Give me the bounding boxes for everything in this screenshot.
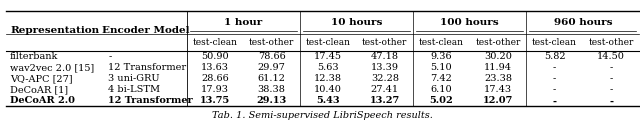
Text: test-clean: test-clean — [306, 38, 351, 47]
Text: -: - — [609, 74, 612, 83]
Text: 11.94: 11.94 — [484, 63, 512, 72]
Text: test-clean: test-clean — [193, 38, 237, 47]
Text: test-clean: test-clean — [532, 38, 577, 47]
Text: 28.66: 28.66 — [201, 74, 229, 83]
Text: 12.38: 12.38 — [314, 74, 342, 83]
Text: 10 hours: 10 hours — [331, 18, 382, 27]
Text: Tab. 1. Semi-supervised LibriSpeech results.: Tab. 1. Semi-supervised LibriSpeech resu… — [212, 111, 433, 120]
Text: 30.20: 30.20 — [484, 52, 512, 61]
Text: 29.13: 29.13 — [257, 96, 287, 105]
Text: DeCoAR 2.0: DeCoAR 2.0 — [10, 96, 75, 105]
Text: test-other: test-other — [249, 38, 294, 47]
Text: 38.38: 38.38 — [258, 85, 285, 94]
Text: 5.82: 5.82 — [544, 52, 565, 61]
Text: Encoder Model: Encoder Model — [102, 26, 189, 35]
Text: wav2vec 2.0 [15]: wav2vec 2.0 [15] — [10, 63, 94, 72]
Text: test-other: test-other — [476, 38, 521, 47]
Text: 17.45: 17.45 — [314, 52, 342, 61]
Text: 12 Transformer: 12 Transformer — [108, 96, 193, 105]
Text: -: - — [553, 74, 556, 83]
Text: DeCoAR [1]: DeCoAR [1] — [10, 85, 68, 94]
Text: -: - — [609, 63, 612, 72]
Text: 23.38: 23.38 — [484, 74, 512, 83]
Text: 13.75: 13.75 — [200, 96, 230, 105]
Text: -: - — [609, 96, 613, 105]
Text: 1 hour: 1 hour — [224, 18, 262, 27]
Text: VQ-APC [27]: VQ-APC [27] — [10, 74, 72, 83]
Text: 27.41: 27.41 — [371, 85, 399, 94]
Text: 14.50: 14.50 — [597, 52, 625, 61]
Text: 32.28: 32.28 — [371, 74, 399, 83]
Text: 12 Transformer: 12 Transformer — [108, 63, 186, 72]
Text: 5.43: 5.43 — [316, 96, 340, 105]
Text: 3 uni-GRU: 3 uni-GRU — [108, 74, 160, 83]
Text: 100 hours: 100 hours — [440, 18, 499, 27]
Text: 5.10: 5.10 — [431, 63, 452, 72]
Text: 7.42: 7.42 — [431, 74, 452, 83]
Text: -: - — [553, 63, 556, 72]
Text: 6.10: 6.10 — [431, 85, 452, 94]
Text: 50.90: 50.90 — [201, 52, 228, 61]
Text: -: - — [108, 52, 111, 61]
Text: -: - — [609, 85, 612, 94]
Text: 12.07: 12.07 — [483, 96, 513, 105]
Text: 5.02: 5.02 — [429, 96, 453, 105]
Text: 13.39: 13.39 — [371, 63, 399, 72]
Text: test-other: test-other — [589, 38, 634, 47]
Text: test-other: test-other — [362, 38, 408, 47]
Text: 960 hours: 960 hours — [554, 18, 612, 27]
Text: 5.63: 5.63 — [317, 63, 339, 72]
Text: 17.43: 17.43 — [484, 85, 512, 94]
Text: 9.36: 9.36 — [431, 52, 452, 61]
Text: 78.66: 78.66 — [258, 52, 285, 61]
Text: -: - — [553, 85, 556, 94]
Text: 13.63: 13.63 — [201, 63, 229, 72]
Text: 13.27: 13.27 — [370, 96, 400, 105]
Text: 10.40: 10.40 — [314, 85, 342, 94]
Text: 61.12: 61.12 — [257, 74, 285, 83]
Text: 29.97: 29.97 — [258, 63, 285, 72]
Text: 47.18: 47.18 — [371, 52, 399, 61]
Text: 17.93: 17.93 — [201, 85, 229, 94]
Text: filterbank: filterbank — [10, 52, 58, 61]
Text: -: - — [552, 96, 557, 105]
Text: Representation: Representation — [11, 26, 100, 35]
Text: test-clean: test-clean — [419, 38, 464, 47]
Text: 4 bi-LSTM: 4 bi-LSTM — [108, 85, 160, 94]
